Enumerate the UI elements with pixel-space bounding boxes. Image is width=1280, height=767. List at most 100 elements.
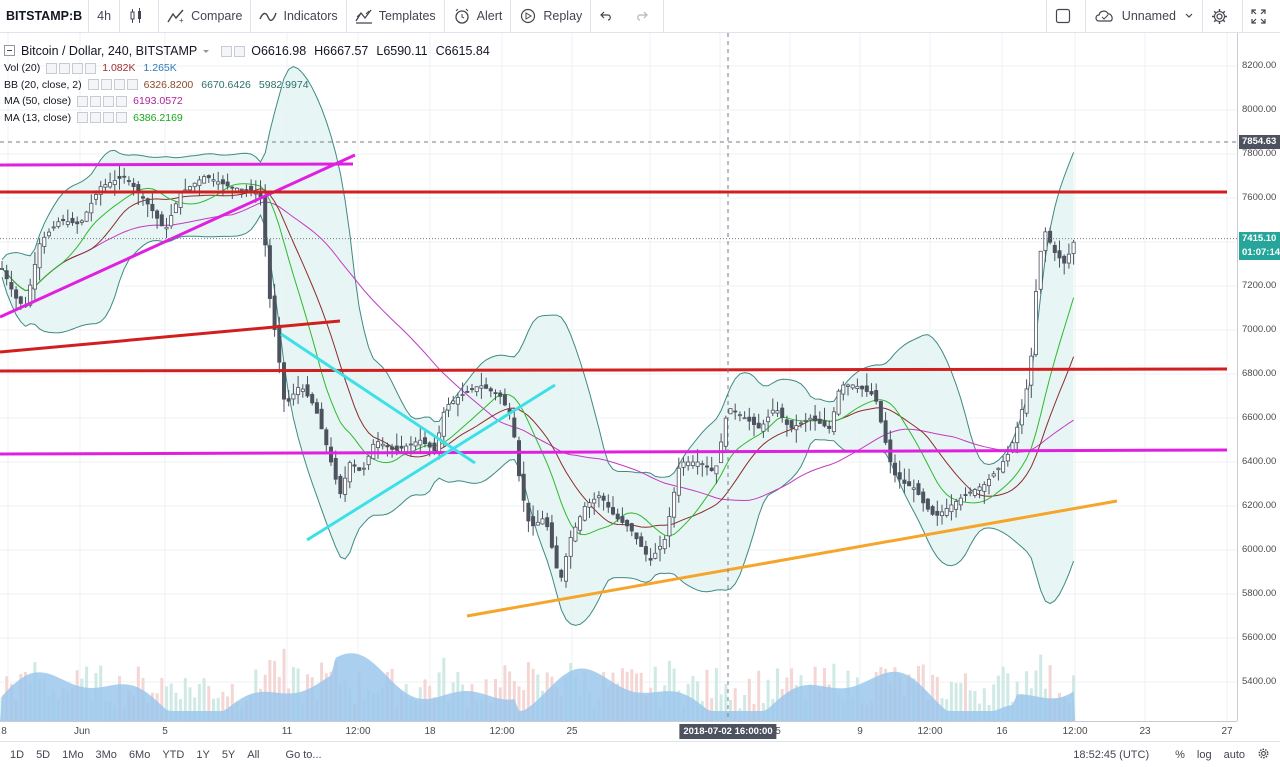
legend-indicator-controls[interactable] [87, 79, 138, 91]
candle-body [582, 506, 587, 521]
candle-body [695, 461, 700, 467]
fullscreen-button[interactable] [1242, 0, 1280, 33]
chart-canvas[interactable] [0, 33, 1237, 721]
chevron-down-icon[interactable] [201, 46, 211, 56]
range-button[interactable]: 1Y [196, 748, 210, 761]
candle-body [653, 552, 658, 559]
candle-body [310, 394, 315, 404]
settings-button[interactable] [1251, 747, 1280, 763]
price-tick-label: 5800.00 [1242, 588, 1277, 599]
compare-button[interactable]: + Compare [159, 0, 252, 33]
legend-open: O6616.98 [251, 44, 307, 58]
candle-body [521, 473, 526, 501]
candle-body [413, 441, 418, 447]
candle-body [1019, 409, 1024, 426]
redo-button[interactable] [627, 0, 665, 33]
range-button[interactable]: 5D [36, 748, 51, 761]
volume-bar [160, 677, 164, 721]
percent-toggle[interactable]: % [1175, 748, 1185, 761]
collapse-icon[interactable] [4, 45, 16, 57]
candle-body [601, 495, 606, 501]
volume-bar [724, 684, 728, 721]
legend-controls[interactable] [221, 45, 246, 57]
legend-indicator-controls[interactable] [77, 95, 128, 107]
chart-style-button[interactable] [120, 0, 160, 33]
price-chart[interactable] [0, 33, 1237, 721]
legend-indicator-controls[interactable] [46, 62, 97, 74]
candle-body [0, 267, 4, 270]
save-layout-button[interactable]: Unnamed [1084, 0, 1202, 33]
volume-bar [959, 683, 963, 721]
candle-body [488, 388, 493, 392]
indicators-button[interactable]: Indicators [251, 0, 347, 33]
legend-indicator-controls[interactable] [77, 112, 128, 124]
candle-body [756, 422, 761, 429]
volume-bar [282, 648, 286, 721]
last-price-tag: 7415.10 [1239, 231, 1280, 246]
volume-bar [757, 670, 761, 721]
volume-bar [273, 660, 277, 721]
fullscreen-box-button[interactable] [1045, 0, 1085, 33]
interval-button[interactable]: 4h [89, 0, 121, 33]
candle-body [404, 445, 409, 453]
candle-body [540, 518, 545, 525]
time-tick-label: 8 [1, 726, 7, 737]
candle-body [89, 202, 94, 214]
candle-body [56, 221, 61, 227]
candle-body [700, 463, 705, 466]
descending-line-cyan [280, 332, 476, 465]
clock[interactable]: 18:52:45 (UTC) [1073, 748, 1150, 761]
candle-body [944, 508, 949, 516]
range-button[interactable]: 3Mo [95, 748, 117, 761]
candle-body [211, 179, 216, 182]
volume-bar [230, 684, 234, 721]
candle-body [484, 384, 489, 389]
volume-bar [743, 695, 747, 721]
range-button[interactable]: 6Mo [128, 748, 151, 761]
rising-trendline-magenta [0, 153, 356, 319]
candle-body [780, 407, 785, 418]
candle-body [841, 384, 846, 395]
legend-indicator-name: MA (50, close) [4, 95, 72, 108]
compare-label: Compare [191, 9, 243, 23]
log-toggle[interactable]: log [1196, 748, 1212, 761]
range-button[interactable]: YTD [162, 748, 185, 761]
time-tick-label: 12:00 [489, 726, 515, 737]
range-button[interactable]: 1D [10, 748, 25, 761]
expand-icon [1251, 8, 1266, 24]
range-button[interactable]: 1Mo [62, 748, 84, 761]
settings-button[interactable] [1202, 0, 1242, 33]
candle-body [286, 398, 291, 402]
replay-button[interactable]: Replay [511, 0, 592, 33]
auto-toggle[interactable]: auto [1223, 748, 1245, 761]
range-button[interactable]: 5Y [221, 748, 236, 761]
candle-body [1057, 250, 1062, 259]
candle-body [408, 443, 413, 446]
price-tick-label: 6000.00 [1242, 544, 1277, 555]
range-button[interactable]: All [247, 748, 260, 761]
undo-button[interactable] [591, 0, 627, 33]
candle-body [831, 411, 836, 433]
symbol-search[interactable]: BITSTAMP:B [0, 0, 90, 33]
candle-body [987, 478, 992, 487]
legend-indicator-name: BB (20, close, 2) [4, 78, 82, 91]
candle-body [733, 410, 738, 413]
volume-bar [212, 698, 215, 721]
candle-body [4, 270, 9, 280]
templates-icon [355, 9, 372, 24]
candle-body [47, 231, 52, 237]
alert-button[interactable]: Alert [445, 0, 512, 33]
templates-button[interactable]: Templates [347, 0, 445, 33]
candle-body [794, 425, 799, 431]
candle-body [32, 264, 37, 290]
candle-body [648, 558, 653, 561]
candle-body [155, 210, 160, 219]
goto-button[interactable]: Go to... [285, 748, 322, 761]
price-tick-label: 6600.00 [1242, 412, 1277, 423]
candle-body [230, 186, 235, 189]
candle-body [112, 180, 117, 185]
time-axis[interactable]: 8 Jun 5 11 12:00 18 12:00 25 5 9 12:00 16 12:00 23 27 2… [0, 721, 1237, 741]
price-axis[interactable]: 8200.008000.007800.007600.007400.007200.… [1237, 33, 1280, 721]
candle-body [775, 410, 780, 414]
candle-body [770, 409, 775, 414]
